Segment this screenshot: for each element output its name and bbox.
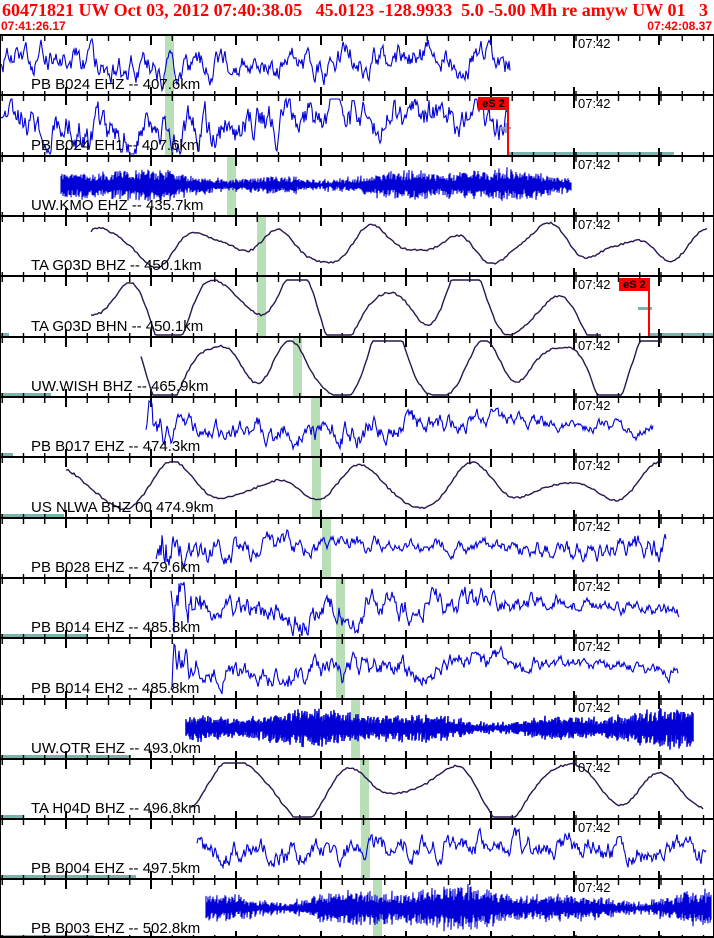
trace-panel-uw-otr-ehz[interactable]: UW.OTR EHZ -- 493.0km 07:42 <box>0 698 714 758</box>
trace-panel-ta-g03d[interactable]: TA G03D BHN -- 450.1km 07:42 eS 2 <box>0 275 714 336</box>
minute-tick-label: 07:42 <box>578 579 611 594</box>
waveform <box>1 157 705 215</box>
minute-tick-label: 07:42 <box>578 96 611 111</box>
trace-panel-uw-wish-bhz[interactable]: UW.WISH BHZ -- 465.9km 07:42 <box>0 336 714 396</box>
phase-pick-flag[interactable]: eS 2 <box>478 97 509 110</box>
station-label: PB B004 EHZ -- 497.5km <box>31 860 201 877</box>
station-label: PB B024 EH1 -- 407.6km <box>31 137 200 154</box>
minute-tick-label: 07:42 <box>578 880 611 895</box>
station-label: UW.WISH BHZ -- 465.9km <box>31 378 209 395</box>
waveform <box>1 820 707 878</box>
phase-window-highlight <box>257 277 266 336</box>
phase-pick-flag[interactable]: eS 2 <box>619 278 650 291</box>
station-label: US NLWA BHZ 00 474.9km <box>31 499 214 516</box>
trace-panel-pb-b024[interactable]: PB B024 EHZ -- 407.6km 07:42 <box>0 34 714 94</box>
window-start-time: 07:41:26.17 <box>1 19 66 33</box>
window-end-time: 07:42:08.37 <box>647 19 712 33</box>
minute-tick-label: 07:42 <box>578 458 611 473</box>
phase-window-highlight <box>312 458 321 517</box>
waveform <box>1 519 705 577</box>
data-gap-indicator <box>1 514 64 517</box>
station-label: PB B003 EHZ -- 502.8km <box>31 920 201 937</box>
waveform <box>1 398 705 456</box>
station-label: TA H04D BHZ -- 496.8km <box>31 800 201 817</box>
station-label: PB B014 EHZ -- 485.8km <box>31 619 201 636</box>
data-gap-indicator <box>1 333 9 336</box>
trace-panel-pb-b017[interactable]: PB B017 EHZ -- 474.3km 07:42 <box>0 396 714 456</box>
trace-panel-pb-b004[interactable]: PB B004 EHZ -- 497.5km 07:42 <box>0 818 714 878</box>
station-label: PB B024 EHZ -- 407.6km <box>31 76 201 93</box>
minute-tick-label: 07:42 <box>578 700 611 715</box>
trace-panel-pb-b003[interactable]: PB B003 EHZ -- 502.8km 07:42 <box>0 878 714 938</box>
data-gap-indicator <box>1 875 136 878</box>
minute-tick-label: 07:42 <box>578 157 611 172</box>
waveform <box>1 760 705 818</box>
data-gap-indicator <box>1 453 13 456</box>
station-label: TA G03D BHZ -- 450.1km <box>31 257 202 274</box>
waveform <box>1 639 705 698</box>
station-label: PB B014 EH2 -- 485.8km <box>31 680 200 697</box>
waveform <box>1 217 708 275</box>
trace-panel-ta-h04d[interactable]: TA H04D BHZ -- 496.8km 07:42 <box>0 758 714 818</box>
waveform <box>1 338 705 396</box>
phase-window-highlight <box>293 338 302 396</box>
data-gap-indicator <box>1 393 51 396</box>
minute-tick-label: 07:42 <box>578 519 611 534</box>
trace-panel-pb-b028[interactable]: PB B028 EHZ -- 479.6km 07:42 <box>0 517 714 577</box>
station-label: UW.OTR EHZ -- 493.0km <box>31 740 202 757</box>
minute-tick-label: 07:42 <box>578 398 611 413</box>
minute-tick-label: 07:42 <box>578 639 611 654</box>
trace-panel-pb-b024[interactable]: PB B024 EH1 -- 407.6km 07:42 eS 2 <box>0 94 714 155</box>
event-header: 60471821 UW Oct 03, 2012 07:40:38.05 45.… <box>0 0 714 34</box>
waveform <box>1 579 705 637</box>
phase-pick-line[interactable] <box>648 278 650 336</box>
trace-panel-ta-g03d[interactable]: TA G03D BHZ -- 450.1km 07:42 <box>0 215 714 275</box>
waveform <box>1 96 705 155</box>
phase-window-highlight <box>311 398 320 456</box>
station-label: TA G03D BHN -- 450.1km <box>31 318 204 335</box>
phase-window-highlight <box>360 760 369 818</box>
event-queue-count: 3 <box>699 0 708 20</box>
minute-tick-label: 07:42 <box>578 217 611 232</box>
data-gap-indicator <box>1 815 24 818</box>
waveform <box>1 700 705 758</box>
window-times-row: 07:41:26.17 07:42:08.37 <box>0 20 714 34</box>
waveform <box>1 458 705 517</box>
trace-panel-us-nlwa[interactable]: US NLWA BHZ 00 474.9km 07:42 <box>0 456 714 517</box>
phase-pick-line[interactable] <box>507 97 509 155</box>
waveform <box>1 277 705 336</box>
station-label: UW.KMO EHZ -- 435.7km <box>31 197 204 214</box>
waveform <box>1 36 705 94</box>
minute-tick-label: 07:42 <box>578 277 611 292</box>
trace-panel-pb-b014[interactable]: PB B014 EH2 -- 485.8km 07:42 <box>0 637 714 698</box>
station-label: PB B017 EHZ -- 474.3km <box>31 438 201 455</box>
event-summary-row: 60471821 UW Oct 03, 2012 07:40:38.05 45.… <box>0 0 714 21</box>
trace-panel-uw-kmo-ehz[interactable]: UW.KMO EHZ -- 435.7km 07:42 <box>0 155 714 215</box>
phase-window-highlight <box>336 579 345 637</box>
trace-panel-pb-b014[interactable]: PB B014 EHZ -- 485.8km 07:42 <box>0 577 714 637</box>
minute-tick-label: 07:42 <box>578 760 611 775</box>
phase-window-highlight <box>257 217 266 275</box>
event-summary-text: 60471821 UW Oct 03, 2012 07:40:38.05 45.… <box>2 0 686 20</box>
phase-window-highlight <box>361 820 370 878</box>
phase-window-highlight <box>165 96 174 155</box>
station-label: PB B028 EHZ -- 479.6km <box>31 559 201 576</box>
minute-tick-label: 07:42 <box>578 820 611 835</box>
data-gap-indicator <box>508 152 674 155</box>
phase-window-highlight <box>165 36 174 94</box>
minute-tick-label: 07:42 <box>578 338 611 353</box>
data-gap-indicator <box>649 333 713 336</box>
minute-tick-label: 07:42 <box>578 36 611 51</box>
bottom-border <box>0 936 714 938</box>
